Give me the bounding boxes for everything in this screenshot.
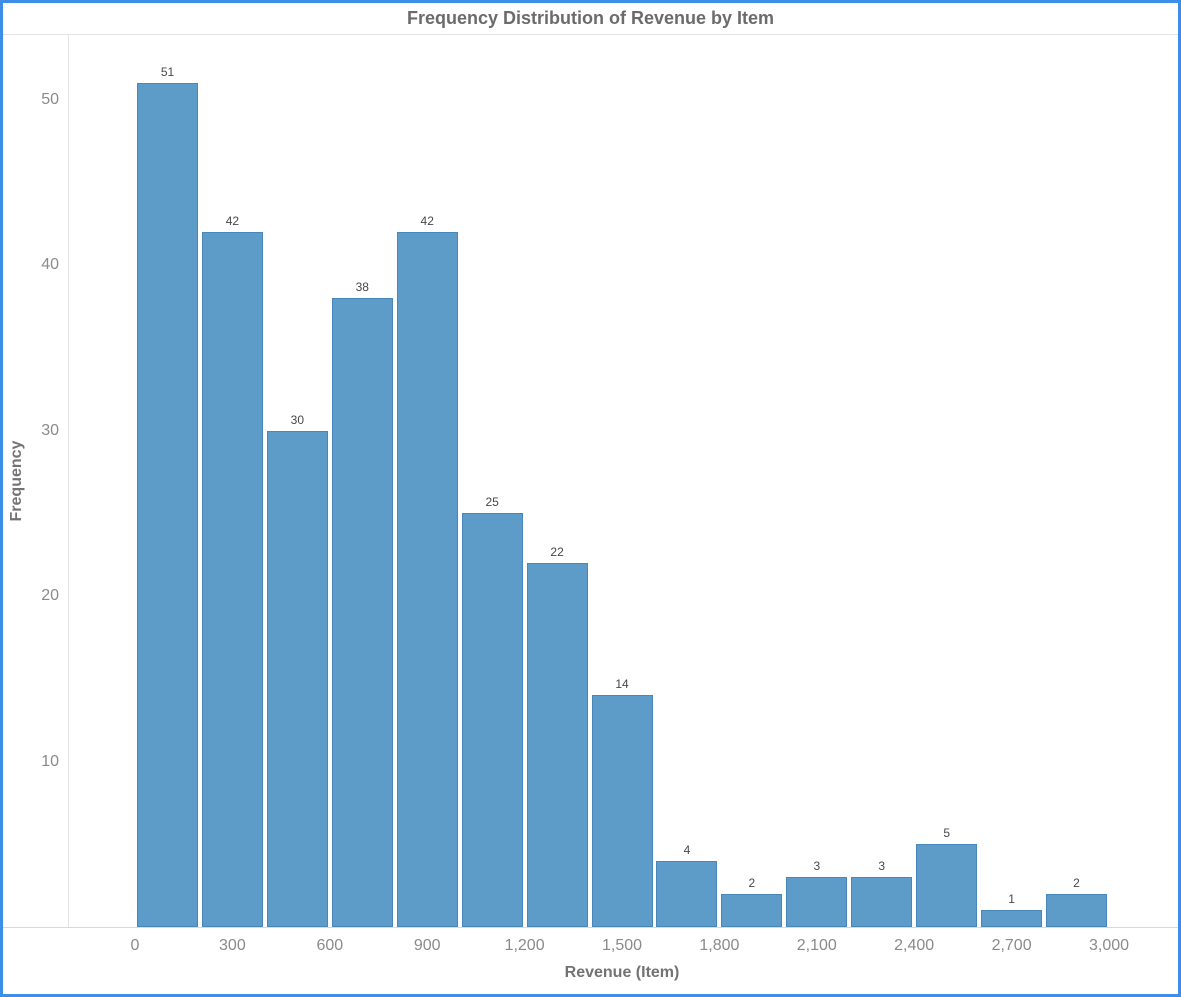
y-tick-label: 10	[41, 752, 59, 770]
bar-value-label: 2	[1073, 875, 1080, 890]
y-axis-line	[68, 35, 69, 927]
bar[interactable]	[331, 298, 393, 927]
x-tick-label: 1,800	[699, 937, 740, 954]
bar-value-label: 4	[683, 842, 691, 857]
bar-value-label: 14	[615, 677, 629, 692]
y-axis-title: Frequency	[8, 440, 25, 522]
bar-value-label: 38	[355, 280, 369, 295]
bar[interactable]	[396, 231, 458, 927]
bar[interactable]	[981, 910, 1043, 927]
bar[interactable]	[266, 430, 328, 927]
bar-value-label: 1	[1008, 892, 1015, 907]
bar[interactable]	[851, 877, 913, 927]
bar[interactable]	[137, 82, 198, 927]
bar-value-label: 25	[485, 495, 499, 510]
x-tick-label: 1,500	[601, 937, 643, 954]
bar-value-label: 51	[160, 64, 175, 79]
x-tick-label: 1,200	[504, 937, 545, 954]
chart-title-row: Frequency Distribution of Revenue by Ite…	[3, 3, 1178, 35]
x-tick-label: 0	[130, 937, 140, 954]
x-tick-label: 2,100	[796, 937, 837, 954]
chart-title: Frequency Distribution of Revenue by Ite…	[406, 8, 775, 28]
bar[interactable]	[526, 562, 588, 927]
x-tick-label: 2,400	[894, 937, 935, 954]
y-tick-label: 20	[41, 587, 59, 604]
x-tick-label: 2,700	[991, 937, 1032, 954]
bar[interactable]	[591, 695, 653, 927]
bar-value-label: 3	[813, 859, 821, 874]
bar-value-label: 30	[290, 412, 305, 427]
bar[interactable]	[201, 231, 263, 927]
bar[interactable]	[656, 860, 718, 927]
y-tick-label: 50	[41, 90, 59, 108]
x-tick-label: 300	[219, 937, 246, 954]
bar-value-label: 42	[420, 213, 434, 228]
bar[interactable]	[916, 844, 978, 927]
x-axis-title: Revenue (Item)	[564, 964, 680, 981]
bar-value-label: 22	[550, 544, 564, 559]
bar[interactable]	[1046, 893, 1108, 927]
bar[interactable]	[786, 877, 848, 927]
x-tick-label: 3,000	[1088, 937, 1130, 954]
bar-value-label: 3	[878, 859, 886, 874]
y-tick-label: 40	[41, 256, 59, 273]
x-tick-label: 600	[316, 937, 344, 954]
x-axis-line	[3, 927, 1178, 928]
x-tick-label: 900	[413, 937, 441, 954]
bar[interactable]	[721, 893, 783, 927]
bar[interactable]	[461, 513, 523, 927]
y-tick-label: 30	[41, 421, 59, 439]
bar-value-label: 5	[943, 826, 950, 841]
bar-value-label: 2	[748, 875, 756, 890]
bar-value-label: 42	[225, 213, 240, 228]
